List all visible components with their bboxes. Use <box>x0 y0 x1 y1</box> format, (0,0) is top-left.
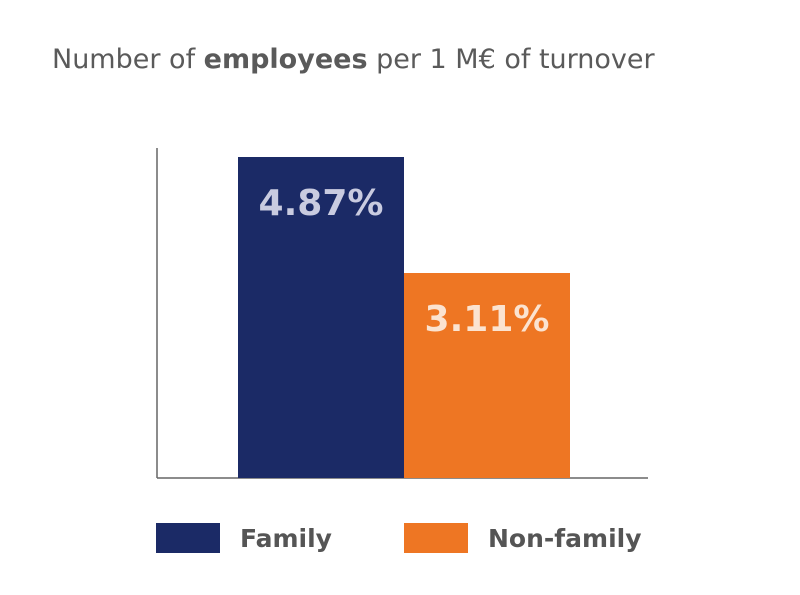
legend-swatch-family <box>156 523 220 553</box>
legend-swatch-non-family <box>404 523 468 553</box>
chart-title: Number of employees per 1 M€ of turnover <box>52 44 655 75</box>
legend-item-non-family: Non-family <box>404 522 642 554</box>
legend-label-family: Family <box>240 523 332 553</box>
legend-item-family: Family <box>156 522 332 554</box>
chart-title-bold: employees <box>203 44 368 75</box>
chart-title-suffix: per 1 M€ of turnover <box>367 44 655 75</box>
bar-label-family: 4.87% <box>259 183 384 224</box>
bar-family <box>238 157 404 478</box>
bar-non-family <box>404 273 570 478</box>
bar-label-non-family: 3.11% <box>425 299 550 340</box>
chart-title-prefix: Number of <box>52 44 204 75</box>
legend-label-non-family: Non-family <box>488 523 642 553</box>
